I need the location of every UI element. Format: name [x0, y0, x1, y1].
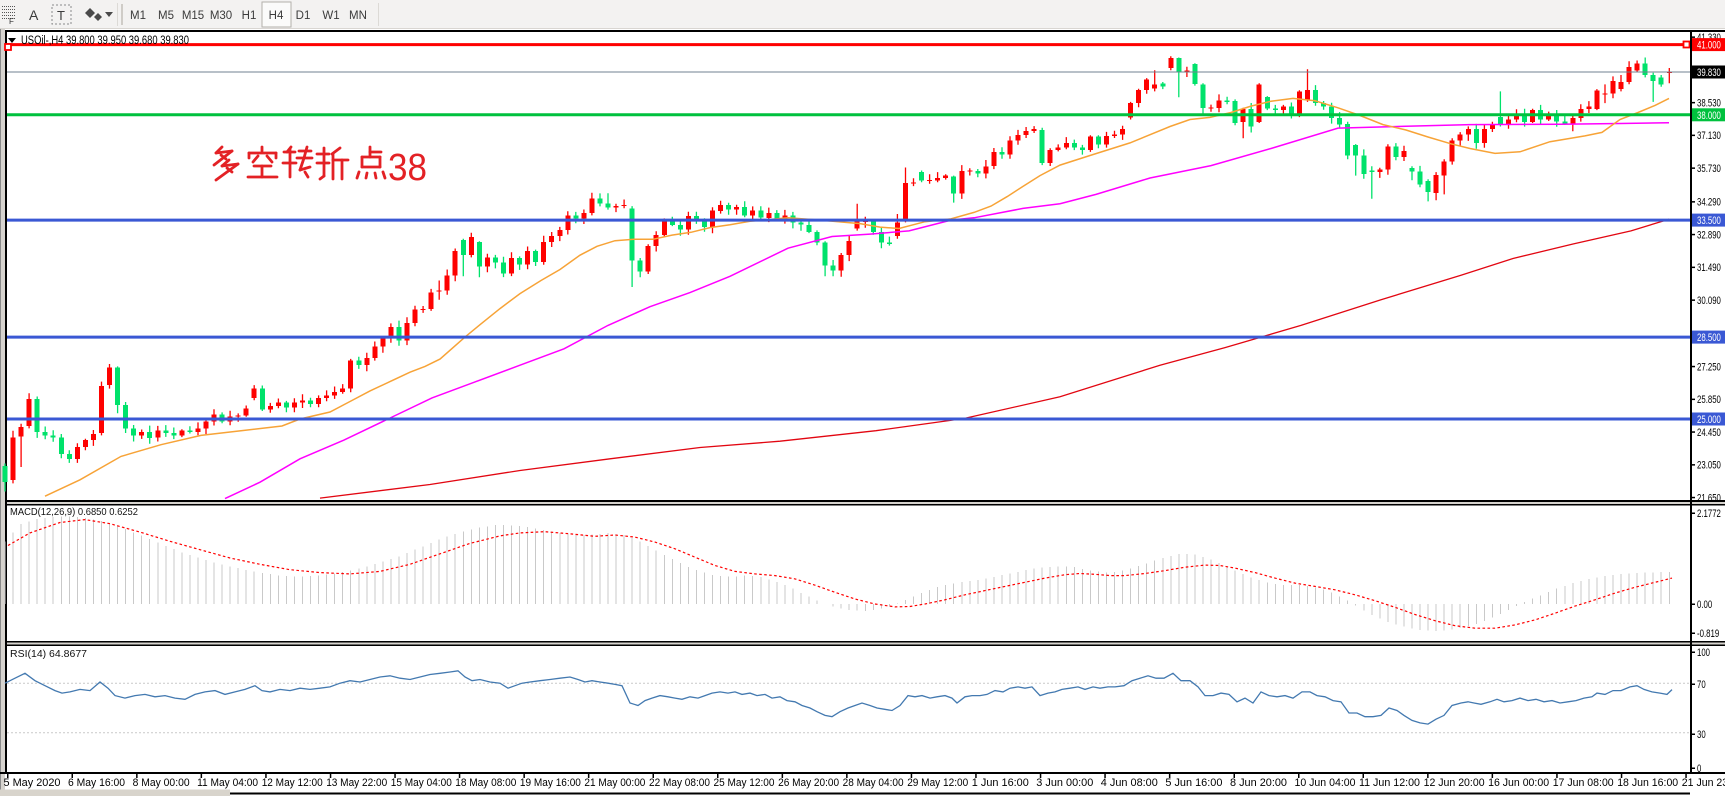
- svg-text:32.890: 32.890: [1697, 229, 1721, 241]
- svg-text:17 Jun 08:00: 17 Jun 08:00: [1553, 777, 1614, 789]
- svg-text:37.130: 37.130: [1697, 130, 1721, 142]
- svg-text:26 May 20:00: 26 May 20:00: [778, 777, 839, 789]
- svg-text:M5: M5: [158, 10, 174, 22]
- svg-text:27.250: 27.250: [1697, 361, 1721, 373]
- svg-text:M1: M1: [130, 10, 146, 22]
- svg-text:8 May 00:00: 8 May 00:00: [133, 777, 190, 789]
- svg-text:35.730: 35.730: [1697, 163, 1721, 175]
- svg-text:33.500: 33.500: [1697, 215, 1721, 227]
- svg-text:38.530: 38.530: [1697, 97, 1721, 109]
- svg-text:39.830: 39.830: [1697, 67, 1721, 79]
- svg-text:D1: D1: [296, 10, 311, 22]
- svg-text:4 Jun 08:00: 4 Jun 08:00: [1101, 777, 1158, 789]
- svg-text:W1: W1: [322, 10, 339, 22]
- svg-text:RSI(14) 64.8677: RSI(14) 64.8677: [10, 648, 87, 660]
- svg-text:28 May 04:00: 28 May 04:00: [843, 777, 904, 789]
- svg-text:T: T: [57, 8, 65, 23]
- svg-text:2.1772: 2.1772: [1697, 508, 1721, 520]
- svg-text:10 Jun 04:00: 10 Jun 04:00: [1295, 777, 1356, 789]
- svg-text:MACD(12,26,9) 0.6850 0.6252: MACD(12,26,9) 0.6850 0.6252: [10, 506, 138, 518]
- svg-text:H1: H1: [242, 10, 257, 22]
- svg-text:H4: H4: [269, 10, 284, 22]
- svg-text:0: 0: [1697, 763, 1701, 775]
- svg-text:6 May 16:00: 6 May 16:00: [68, 777, 125, 789]
- svg-text:30.090: 30.090: [1697, 295, 1721, 307]
- svg-text:25 May 12:00: 25 May 12:00: [714, 777, 775, 789]
- svg-text:A: A: [29, 7, 39, 23]
- svg-text:29 May 12:00: 29 May 12:00: [907, 777, 968, 789]
- svg-text:12 May 12:00: 12 May 12:00: [262, 777, 323, 789]
- svg-text:22 May 08:00: 22 May 08:00: [649, 777, 710, 789]
- svg-text:MN: MN: [349, 10, 367, 22]
- svg-text:18 Jun 16:00: 18 Jun 16:00: [1617, 777, 1678, 789]
- svg-text:USOil-,H4 39.800 39.950 39.68: USOil-,H4 39.800 39.950 39.680 39.830: [21, 35, 189, 47]
- svg-text:11 Jun 12:00: 11 Jun 12:00: [1359, 777, 1420, 789]
- svg-text:28.500: 28.500: [1697, 332, 1721, 344]
- svg-text:5 May 2020: 5 May 2020: [4, 777, 61, 789]
- svg-text:8 Jun 20:00: 8 Jun 20:00: [1230, 777, 1287, 789]
- svg-text:21 Jun 23:00: 21 Jun 23:00: [1682, 777, 1725, 789]
- svg-text:25.850: 25.850: [1697, 394, 1721, 406]
- svg-text:38.000: 38.000: [1697, 110, 1721, 122]
- svg-text:24.450: 24.450: [1697, 427, 1721, 439]
- svg-text:0.00: 0.00: [1697, 599, 1712, 611]
- svg-text:21.650: 21.650: [1697, 492, 1721, 504]
- svg-text:11 May 04:00: 11 May 04:00: [197, 777, 258, 789]
- svg-text:18 May 08:00: 18 May 08:00: [455, 777, 516, 789]
- svg-text:M30: M30: [210, 10, 232, 22]
- svg-text:19 May 16:00: 19 May 16:00: [520, 777, 581, 789]
- svg-text:100: 100: [1697, 647, 1710, 659]
- svg-text:5 Jun 16:00: 5 Jun 16:00: [1165, 777, 1222, 789]
- svg-text:30: 30: [1697, 729, 1706, 741]
- svg-text:41.000: 41.000: [1697, 40, 1721, 52]
- svg-text:15 May 04:00: 15 May 04:00: [391, 777, 452, 789]
- svg-text:F: F: [9, 17, 14, 26]
- svg-text:1 Jun 16:00: 1 Jun 16:00: [972, 777, 1029, 789]
- svg-text:25.000: 25.000: [1697, 414, 1721, 426]
- svg-text:70: 70: [1697, 679, 1706, 691]
- svg-text:31.490: 31.490: [1697, 262, 1721, 274]
- svg-text:M15: M15: [182, 10, 204, 22]
- svg-text:-0.819: -0.819: [1697, 628, 1719, 640]
- svg-text:34.290: 34.290: [1697, 197, 1721, 209]
- svg-text:23.050: 23.050: [1697, 460, 1721, 472]
- svg-text:3 Jun 00:00: 3 Jun 00:00: [1036, 777, 1093, 789]
- svg-text:21 May 00:00: 21 May 00:00: [584, 777, 645, 789]
- svg-text:16 Jun 00:00: 16 Jun 00:00: [1488, 777, 1549, 789]
- svg-text:13 May 22:00: 13 May 22:00: [326, 777, 387, 789]
- svg-text:12 Jun 20:00: 12 Jun 20:00: [1424, 777, 1485, 789]
- svg-text:38: 38: [388, 147, 427, 189]
